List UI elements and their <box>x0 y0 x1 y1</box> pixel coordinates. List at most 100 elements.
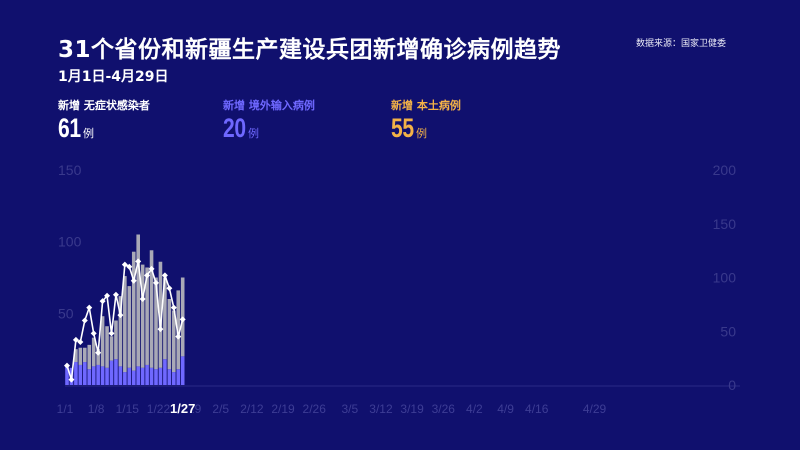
left-axis: 50 100 150 <box>58 162 82 321</box>
stat-local-unit: 例 <box>416 127 428 140</box>
data-source: 数据来源：国家卫健委 <box>636 39 727 49</box>
bar-local <box>96 349 100 365</box>
bar-local <box>83 347 87 363</box>
stat-asymptomatic-value: 61 <box>58 113 81 143</box>
bar-imported <box>109 360 114 385</box>
stat-imported-label: 新增 境外输入病例 <box>223 99 315 112</box>
bar-local <box>78 347 83 365</box>
bar-imported <box>167 369 172 385</box>
asymptomatic-point <box>139 296 146 302</box>
bar-local <box>87 344 92 370</box>
bar-local <box>172 310 176 373</box>
stat-local-label: 新增 本土病例 <box>391 99 461 112</box>
bar-local <box>145 267 149 365</box>
x-tick-label: 3/12 <box>369 402 393 416</box>
bar-imported <box>100 366 105 385</box>
bars-group <box>65 234 185 385</box>
chart-subtitle: 1月1日-4月29日 <box>58 69 169 85</box>
bar-local <box>154 277 158 370</box>
bar-imported <box>176 369 181 385</box>
asymptomatic-point <box>99 298 106 305</box>
asymptomatic-point <box>170 304 177 311</box>
bar-local <box>74 349 78 363</box>
right-tick-label: 50 <box>720 323 736 339</box>
x-tick-label: 3/26 <box>432 402 456 416</box>
asymptomatic-point <box>130 277 137 284</box>
bar-local <box>114 320 118 360</box>
bar-imported <box>127 367 132 385</box>
bar-imported <box>154 369 158 385</box>
asymptomatic-point <box>90 330 97 337</box>
current-date-backdrop <box>170 400 193 416</box>
x-tick-label: 2/12 <box>240 402 264 416</box>
stat-imported-unit: 例 <box>248 127 260 140</box>
stat-local-value: 55 <box>391 113 414 143</box>
left-tick-label: 150 <box>58 162 82 178</box>
bar-imported <box>96 364 100 385</box>
x-tick-label: 4/29 <box>583 402 607 416</box>
bar-imported <box>180 356 185 385</box>
bar-local <box>100 316 105 367</box>
line-group <box>64 258 186 383</box>
asymptomatic-point <box>166 285 173 292</box>
asymptomatic-point <box>95 349 102 356</box>
x-tick-label: 4/9 <box>497 402 514 416</box>
stat-asymptomatic-unit: 例 <box>83 127 95 140</box>
x-tick-label: 2/26 <box>303 402 327 416</box>
asymptomatic-point <box>153 279 159 286</box>
x-tick-label: 3/5 <box>341 402 358 416</box>
asymptomatic-point <box>179 316 186 323</box>
asymptomatic-point <box>64 362 70 369</box>
x-axis: 1/11/81/151/221/292/52/122/192/263/53/12… <box>57 400 607 416</box>
x-tick-label: 2/5 <box>212 402 229 416</box>
left-tick-label: 50 <box>58 305 74 321</box>
stat-imported-value: 20 <box>223 113 246 143</box>
bar-imported <box>74 362 78 385</box>
bar-imported <box>136 366 140 385</box>
bar-imported <box>87 369 92 385</box>
bar-imported <box>145 364 149 385</box>
bar-imported <box>123 372 127 385</box>
bar-local <box>127 286 132 368</box>
bar-local <box>131 251 136 371</box>
x-tick-label: 1/8 <box>88 402 105 416</box>
asymptomatic-point <box>72 336 79 343</box>
asymptomatic-point <box>121 261 128 268</box>
asymptomatic-point <box>126 263 133 270</box>
asymptomatic-point <box>135 258 142 265</box>
bar-imported <box>83 362 87 385</box>
x-tick-label: 3/19 <box>400 402 424 416</box>
bar-imported <box>131 370 136 385</box>
bar-imported <box>118 366 123 385</box>
bar-local <box>163 277 167 360</box>
asymptomatic-point <box>68 376 75 383</box>
asymptomatic-point <box>117 312 124 319</box>
bar-local <box>123 276 127 373</box>
right-tick-label: 0 <box>728 377 736 393</box>
left-tick-label: 100 <box>58 234 82 250</box>
x-tick-label: 1/22 <box>147 402 171 416</box>
right-tick-label: 100 <box>713 270 737 286</box>
asymptomatic-point <box>157 326 164 333</box>
asymptomatic-point <box>86 304 93 311</box>
bar-imported <box>91 366 96 385</box>
right-tick-label: 150 <box>713 216 737 232</box>
x-tick-label: 4/2 <box>466 402 483 416</box>
x-tick-label: 1/1 <box>57 402 74 416</box>
stat-imported: 新增 境外输入病例 20 例 <box>223 97 315 143</box>
asymptomatic-point <box>161 272 168 279</box>
asymptomatic-point <box>148 265 155 272</box>
bar-imported <box>149 367 154 385</box>
stat-asymptomatic: 新增 无症状感染者 61 例 <box>58 97 150 143</box>
chart-title: 31个省份和新疆生产建设兵团新增确诊病例趋势 <box>58 37 562 63</box>
asymptomatic-point <box>104 292 111 299</box>
x-tick-label: 1/15 <box>116 402 140 416</box>
bar-local <box>136 234 140 367</box>
stat-asymptomatic-label: 新增 无症状感染者 <box>58 99 150 112</box>
bar-local <box>149 250 154 368</box>
asymptomatic-point <box>112 291 119 298</box>
bar-local <box>167 299 172 370</box>
bar-local <box>118 296 123 367</box>
bar-local <box>105 326 109 368</box>
